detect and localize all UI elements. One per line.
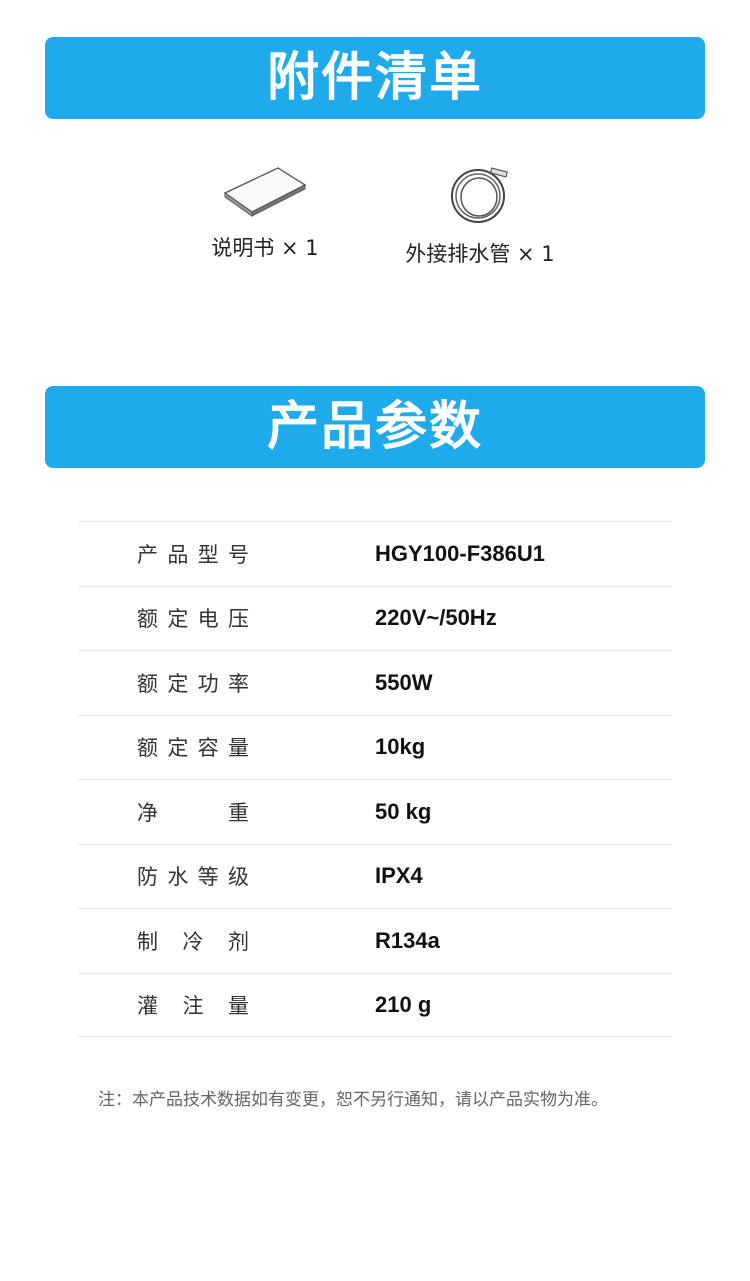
- manual-book-icon: [223, 167, 307, 217]
- specs-table: 产 品 型 号 HGY100-F386U1 额 定 电 压 220V~/50Hz 额…: [78, 521, 672, 1037]
- table-row: 产 品 型 号 HGY100-F386U1: [78, 521, 672, 586]
- spec-key: 灌 注 量: [137, 993, 249, 1018]
- specs-banner: 产品参数: [45, 386, 705, 468]
- table-row: 额 定 功 率 550W: [78, 650, 672, 715]
- table-row: 额 定 电 压 220V~/50Hz: [78, 585, 672, 651]
- spec-value: IPX4: [375, 863, 423, 889]
- spec-key: 产 品 型 号: [137, 542, 249, 567]
- table-row: 额 定 容 量 10kg: [78, 714, 672, 780]
- accessory-drain-hose: 外接排水管 × 1: [395, 160, 565, 268]
- drain-hose-icon: [451, 167, 508, 223]
- spec-value: 10kg: [375, 734, 426, 760]
- spec-value: 210 g: [375, 991, 432, 1017]
- spec-value: HGY100-F386U1: [375, 540, 545, 566]
- spec-value: 50 kg: [375, 798, 432, 824]
- accessory-label: 外接排水管 × 1: [405, 242, 555, 266]
- accessory-manual: 说明书 × 1: [205, 160, 325, 262]
- spec-value: R134a: [375, 927, 440, 953]
- spec-key: 净 重: [137, 800, 249, 825]
- table-row: 净 重 50 kg: [78, 779, 672, 844]
- accessory-label: 说明书 × 1: [211, 236, 319, 260]
- table-row: 制 冷 剂 R134a: [78, 908, 672, 973]
- disclaimer-note: 注：本产品技术数据如有变更，恕不另行通知，请以产品实物为准。: [98, 1090, 608, 1110]
- spec-value: 550W: [375, 669, 433, 695]
- table-row: 灌 注 量 210 g: [78, 972, 672, 1037]
- spec-value: 220V~/50Hz: [375, 605, 497, 631]
- spec-key: 额 定 电 压: [137, 607, 249, 632]
- spec-key: 额 定 容 量: [137, 736, 249, 761]
- spec-key: 制 冷 剂: [137, 929, 249, 954]
- spec-key: 额 定 功 率: [137, 671, 249, 696]
- spec-key: 防 水 等 级: [137, 865, 249, 890]
- accessories-banner: 附件清单: [45, 37, 705, 119]
- table-row: 防 水 等 级 IPX4: [78, 843, 672, 909]
